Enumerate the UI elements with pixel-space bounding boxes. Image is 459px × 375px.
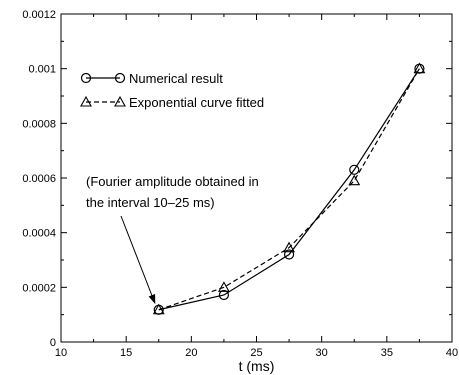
data-point-triangle	[283, 241, 296, 253]
y-tick-label: 0	[50, 337, 56, 349]
data-point-circle	[283, 249, 295, 260]
legend-label-2: Exponential curve fitted	[129, 95, 264, 110]
x-axis-title: t (ms)	[239, 358, 275, 374]
series-2	[152, 62, 426, 315]
series-layer	[152, 62, 426, 315]
data-point-triangle	[348, 174, 361, 186]
data-point-triangle	[217, 281, 230, 292]
x-tick-label: 15	[120, 347, 132, 359]
series-line	[158, 68, 420, 311]
legend: Numerical result Exponential curve fitted	[80, 71, 264, 110]
data-point-triangle	[413, 62, 426, 74]
y-tick-label: 0.001	[28, 64, 56, 76]
x-tick-label: 35	[381, 347, 393, 359]
legend-marker-triangle	[114, 95, 126, 107]
annotation-line-2: the interval 10–25 ms)	[86, 195, 215, 210]
x-tick-label: 25	[250, 347, 262, 359]
annotation-arrowhead	[148, 294, 156, 305]
y-tick-label: 0.0006	[22, 173, 56, 185]
x-tick-label: 10	[55, 347, 67, 359]
annotation-line-1: (Fourier amplitude obtained in	[86, 174, 259, 189]
data-point-triangle	[152, 303, 165, 315]
data-point-circle	[349, 164, 360, 175]
axes: 10 15 20 25 30 35 40 0 0.0002 0.0004 0.0006 0.0008 0…	[22, 9, 458, 374]
x-tick-label: 30	[316, 347, 328, 359]
x-tick-label: 40	[446, 347, 458, 359]
legend-marker-circle	[80, 72, 92, 84]
x-tick-label: 20	[185, 347, 197, 359]
legend-marker-triangle	[80, 95, 92, 107]
y-tick-label: 0.0008	[22, 118, 56, 130]
y-tick-label: 0.0002	[22, 282, 56, 294]
series-line	[158, 68, 420, 311]
annotation-arrow	[120, 215, 156, 303]
y-tick-label: 0.0012	[22, 9, 56, 21]
legend-marker-circle	[114, 72, 126, 84]
legend-label-1: Numerical result	[129, 71, 223, 86]
annotation: (Fourier amplitude obtained in the interv…	[86, 174, 259, 305]
data-point-circle	[218, 289, 230, 301]
series-1	[153, 63, 425, 315]
y-tick-label: 0.0004	[22, 228, 56, 240]
